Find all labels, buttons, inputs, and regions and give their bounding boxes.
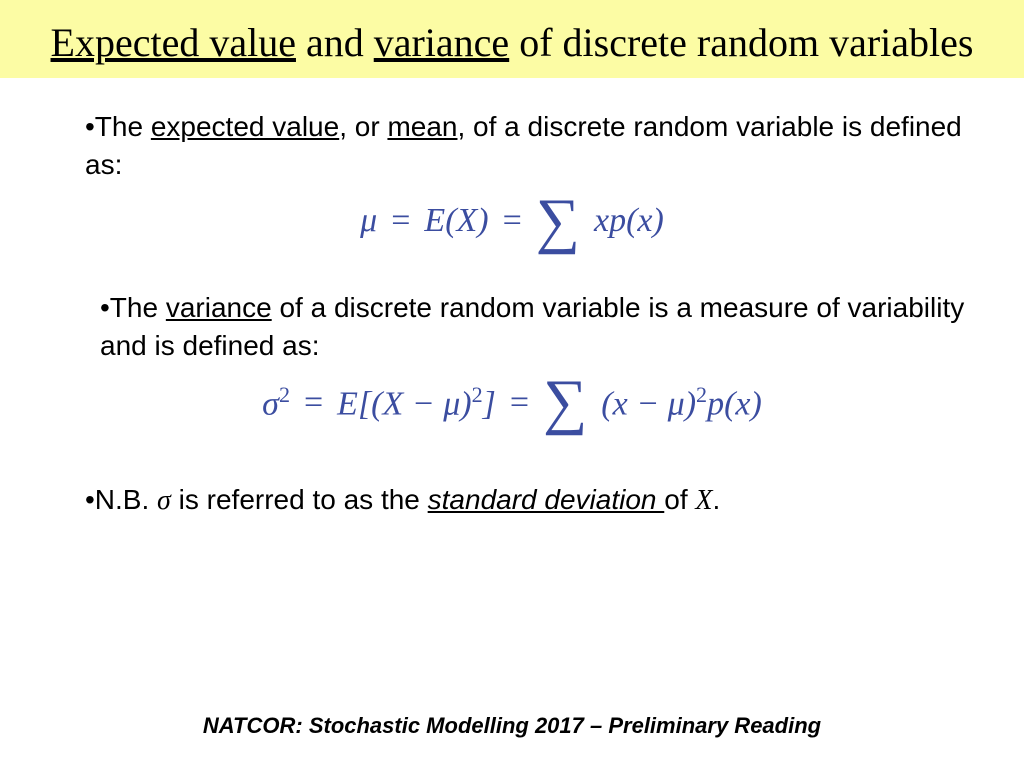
slide-content: •The expected value, or mean, of a discr… xyxy=(0,78,1024,520)
formula2-sup: 2 xyxy=(279,382,290,407)
bullet1-prefix: •The xyxy=(85,111,151,142)
formula1-term: xp(x) xyxy=(594,202,664,240)
formula-variance-row: σ2 = E[(X − μ)2] = ∑ (x − μ)2p(x) xyxy=(55,375,969,431)
formula1-mu: μ xyxy=(360,202,377,240)
formula2-mid-sup: 2 xyxy=(472,382,483,407)
formula-expected-value-row: μ = E(X) = ∑ xp(x) xyxy=(55,194,969,250)
formula1-eq2: = xyxy=(503,202,522,240)
bullet1-u2: mean xyxy=(387,111,457,142)
formula1-eq1: = xyxy=(391,202,410,240)
slide-footer: NATCOR: Stochastic Modelling 2017 – Prel… xyxy=(0,713,1024,739)
sum-icon: ∑ xyxy=(536,194,580,250)
bullet2-prefix: •The xyxy=(100,292,166,323)
bullet3-x: X xyxy=(695,485,712,516)
title-underline-2: variance xyxy=(374,20,509,65)
formula2-mid-close: ] xyxy=(483,386,496,423)
bullet-std-dev: •N.B. σ is referred to as the standard d… xyxy=(55,481,969,520)
formula2-rhs-sup: 2 xyxy=(696,382,707,407)
title-text-2: and xyxy=(296,20,374,65)
formula2-eq1: = xyxy=(304,384,323,422)
bullet3-mid: is referred to as the xyxy=(171,484,428,515)
formula2-sigma2: σ2 xyxy=(262,382,290,423)
bullet3-sigma: σ xyxy=(157,485,171,516)
formula-variance: σ2 = E[(X − μ)2] = ∑ (x − μ)2p(x) xyxy=(262,375,762,431)
formula2-mid: E[(X − μ)2] xyxy=(337,382,496,423)
formula2-rhs-open: (x − μ) xyxy=(601,386,696,423)
formula2-sigma: σ xyxy=(262,386,279,423)
formula2-mid-open: E[(X − μ) xyxy=(337,386,471,423)
bullet3-prefix: •N.B. xyxy=(85,484,157,515)
bullet1-u1: expected value xyxy=(151,111,339,142)
formula2-rhs: (x − μ)2p(x) xyxy=(601,382,762,423)
title-text-4: of discrete random variables xyxy=(509,20,973,65)
bullet3-u1: standard deviation xyxy=(428,484,665,515)
formula2-eq2: = xyxy=(510,384,529,422)
formula1-ex: E(X) xyxy=(424,202,488,240)
bullet1-mid: , or xyxy=(339,111,387,142)
title-band: Expected value and variance of discrete … xyxy=(0,0,1024,78)
slide-title: Expected value and variance of discrete … xyxy=(40,18,984,68)
bullet2-u1: variance xyxy=(166,292,272,323)
title-underline-1: Expected value xyxy=(51,20,296,65)
bullet3-rest2: . xyxy=(713,484,721,515)
bullet-expected-value: •The expected value, or mean, of a discr… xyxy=(55,108,969,184)
sum-icon-2: ∑ xyxy=(543,375,587,431)
bullet3-rest1: of xyxy=(664,484,695,515)
bullet-variance: •The variance of a discrete random varia… xyxy=(55,289,969,365)
formula-expected-value: μ = E(X) = ∑ xp(x) xyxy=(360,194,664,250)
formula2-rhs-close: p(x) xyxy=(707,386,762,423)
